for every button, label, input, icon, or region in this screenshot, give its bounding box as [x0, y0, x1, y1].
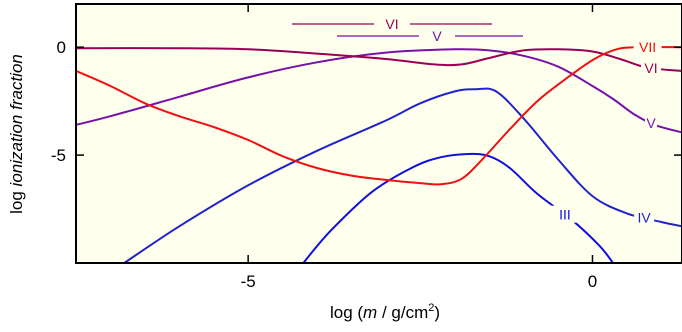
series-line-vi — [76, 47, 682, 72]
series-label-bg-iv — [634, 208, 655, 226]
x-tick-label: 0 — [588, 272, 597, 291]
ticks-layer: -5 0 0 -5 — [51, 4, 682, 291]
series-label-v: V — [646, 115, 656, 131]
series-line-vii — [76, 45, 682, 186]
y-tick-label: 0 — [57, 38, 66, 57]
series-label-vi: VI — [644, 60, 657, 76]
y-tick-label: -5 — [51, 146, 66, 165]
series-label-bg-vii — [633, 38, 662, 56]
series-label-bg-vi — [641, 58, 662, 76]
legend-label-vi: VI — [385, 16, 398, 32]
x-axis-label: log (m / g/cm2) — [330, 302, 440, 322]
series-line-v — [76, 48, 682, 134]
y-axis-label: log ionization fraction — [7, 54, 26, 214]
x-tick-label: -5 — [241, 272, 256, 291]
plot-background — [76, 4, 682, 263]
series-label-iii: III — [559, 207, 571, 223]
series-line-iv — [123, 87, 682, 263]
series-label-bg-iii — [550, 205, 579, 223]
series-label-bg-v — [645, 114, 658, 132]
series-label-iv: IV — [638, 210, 652, 226]
legend-label-v: V — [432, 28, 442, 44]
curve-labels-layer: III IV V VI VII — [550, 38, 662, 226]
series-label-vii: VII — [639, 39, 656, 55]
plot-frame — [75, 3, 682, 264]
legend-layer: VI V — [292, 16, 523, 44]
